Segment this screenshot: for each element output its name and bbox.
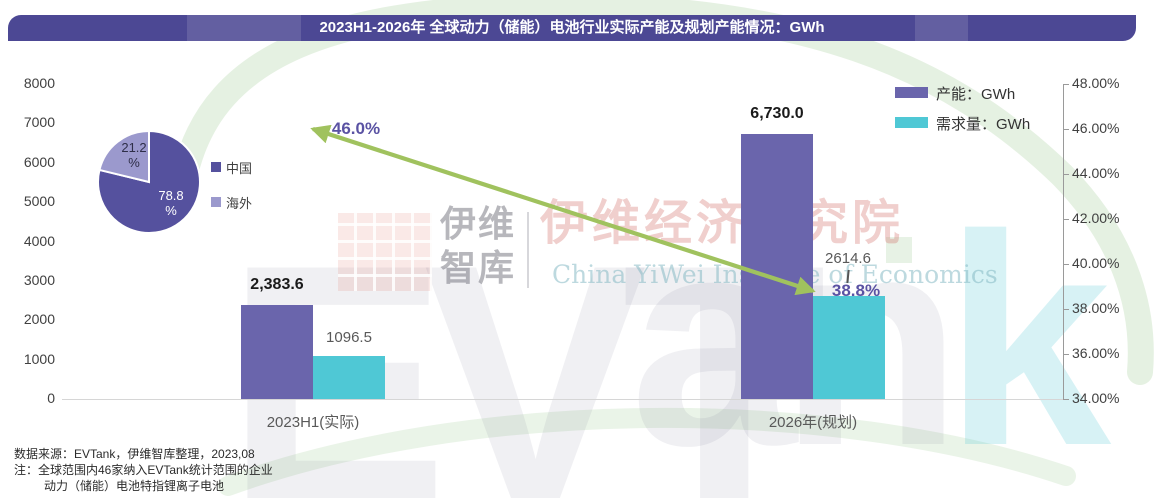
note-source: 数据来源：EVTank，伊维智库整理，2023,08 <box>14 447 255 461</box>
left-axis-tick: 5000 <box>23 193 55 210</box>
category-label-2023h1: 2023H1(实际) <box>266 414 360 431</box>
right-axis-tick: 36.00% <box>1072 345 1120 361</box>
watermark-logo-line2: 智库 <box>440 247 517 288</box>
category-label-2026: 2026年(规划) <box>768 414 858 431</box>
line-label-start: 46.0% <box>331 119 381 138</box>
watermark-seal-logo <box>338 213 432 291</box>
title-bar: 2023H1-2026年 全球动力（储能）电池行业实际产能及规划产能情况：GWh <box>8 15 1136 41</box>
right-axis-tick-mark <box>1063 399 1069 400</box>
right-axis-tick: 38.00% <box>1072 300 1120 316</box>
legend-swatch-demand <box>895 117 928 128</box>
value-label-capacity-2026: 6,730.0 <box>750 105 804 122</box>
legend-label-demand: 需求量：GWh <box>936 116 1031 133</box>
right-axis-tick-mark <box>1063 129 1069 130</box>
left-axis-tick: 4000 <box>23 232 55 249</box>
pie-slice-overseas <box>98 129 150 184</box>
left-axis-tick: 1000 <box>23 350 55 367</box>
watermark-logo-line1: 伊维 <box>440 203 517 244</box>
left-axis-tick: 6000 <box>23 153 55 170</box>
bar-demand-2023 <box>313 355 385 399</box>
pie-legend-label-overseas: 海外 <box>226 196 253 211</box>
right-axis-tick-mark <box>1063 309 1069 310</box>
note-line1: 注：全球范围内46家纳入EVTank统计范围的企业 <box>14 463 273 477</box>
right-axis-tick: 44.00% <box>1072 165 1120 181</box>
right-axis-tick: 34.00% <box>1072 390 1120 406</box>
title-shine-left <box>187 15 301 41</box>
right-axis-tick: 46.00% <box>1072 120 1120 136</box>
right-axis-tick: 42.00% <box>1072 210 1120 226</box>
pie-chart <box>96 129 201 234</box>
legend-label-capacity: 产能：GWh <box>936 86 1016 103</box>
line-label-end: 38.8% <box>831 281 881 300</box>
watermark-divider <box>527 212 529 288</box>
left-axis-tick: 2000 <box>23 311 55 328</box>
pie-legend-swatch-china <box>211 162 221 172</box>
watermark-k-cyan: k <box>944 172 1111 498</box>
right-axis-tick: 40.00% <box>1072 255 1120 271</box>
left-axis-tick: 3000 <box>23 271 55 288</box>
left-axis-tick: 8000 <box>23 75 55 91</box>
watermark-institute-cn: 伊维经济研究院 <box>540 197 905 250</box>
right-axis-tick-mark <box>1063 354 1069 355</box>
right-axis-line <box>1063 84 1064 399</box>
right-axis-tick-mark <box>1063 219 1069 220</box>
pie-value-overseas: 21.2 % <box>121 140 147 170</box>
right-axis-tick-mark <box>1063 84 1069 85</box>
value-label-capacity-2023: 2,383.6 <box>250 276 304 293</box>
pie-slice-china <box>96 129 201 234</box>
right-axis-tick-mark <box>1063 174 1069 175</box>
chart-title: 2023H1-2026年 全球动力（储能）电池行业实际产能及规划产能情况：GWh <box>319 19 825 36</box>
left-axis-tick: 7000 <box>23 114 55 131</box>
title-shine-right <box>915 15 968 41</box>
value-label-demand-2026: 2614.6 <box>825 250 871 267</box>
pie-legend-swatch-overseas <box>211 197 221 207</box>
pie-legend-label-china: 中国 <box>226 161 253 176</box>
value-label-demand-2023: 1096.5 <box>326 329 372 346</box>
note-line2: 动力（储能）电池特指锂离子电池 <box>44 479 225 493</box>
legend-swatch-capacity <box>895 87 928 98</box>
bar-demand-2026 <box>813 296 885 399</box>
bar-capacity-2023 <box>241 305 313 399</box>
right-axis-tick-mark <box>1063 264 1069 265</box>
right-axis-tick: 48.00% <box>1072 75 1120 91</box>
x-axis-baseline <box>62 399 1063 400</box>
left-axis-tick: 0 <box>47 390 55 406</box>
pie-value-china: 78.8 % <box>158 188 184 218</box>
